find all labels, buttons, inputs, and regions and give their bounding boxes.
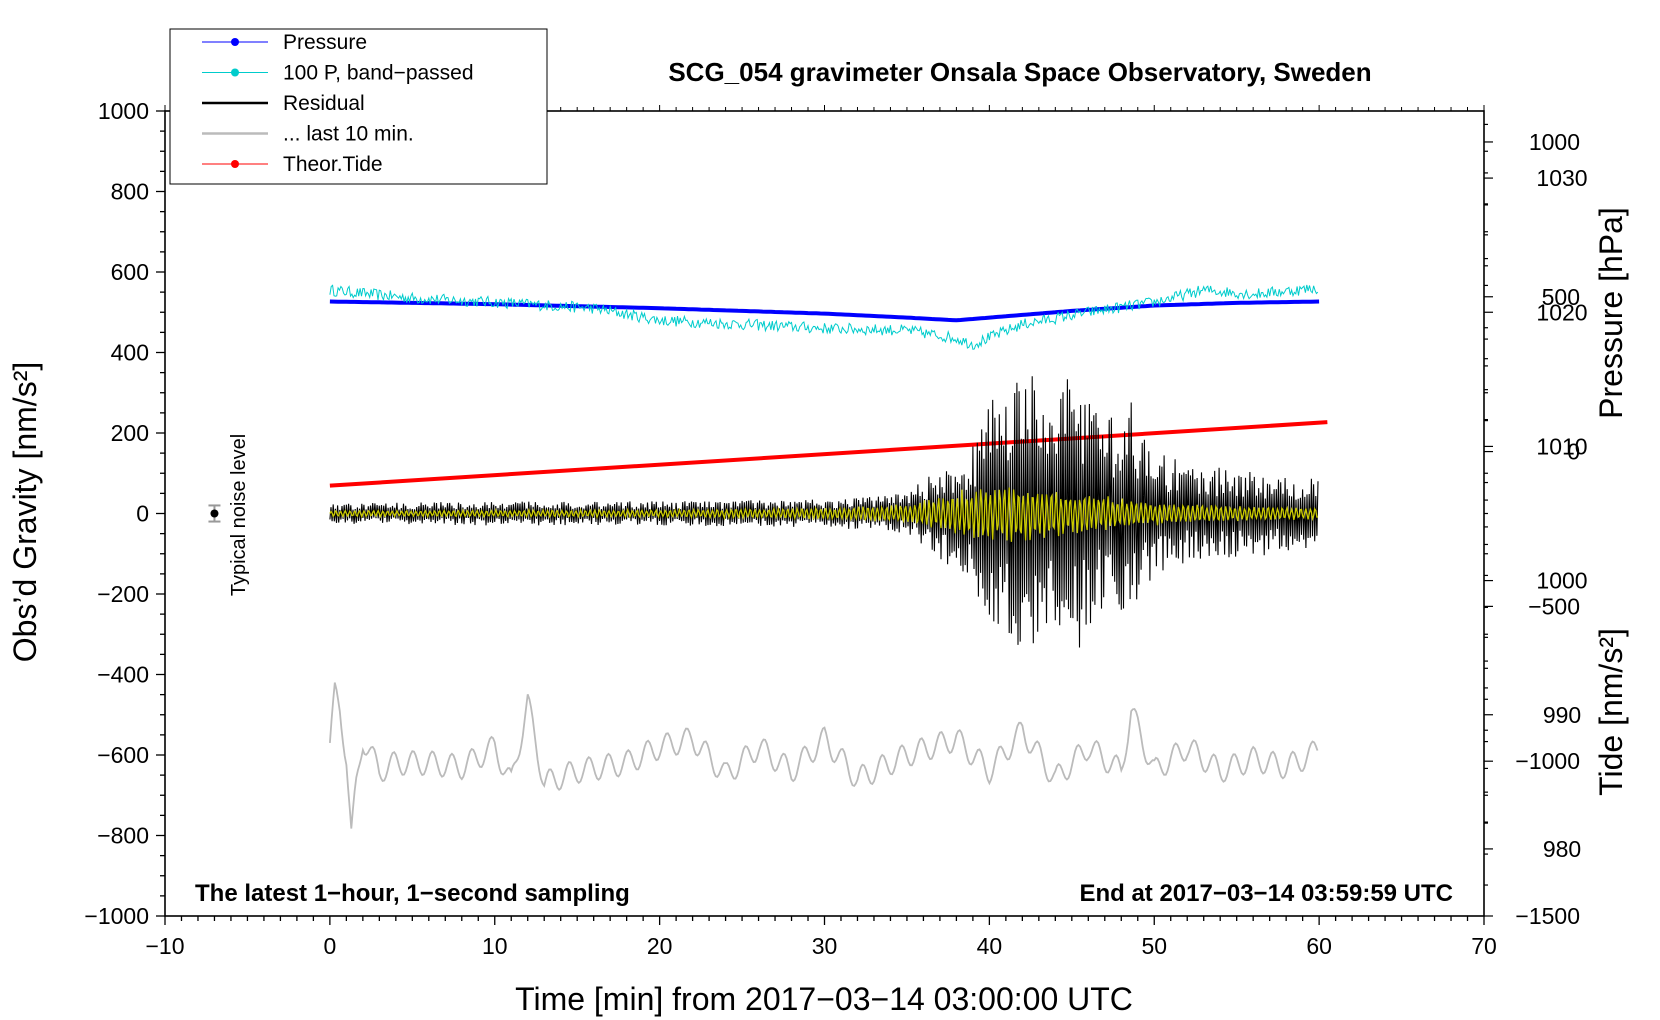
- y-left-tick-label: 0: [136, 501, 149, 527]
- x-axis-ticks: −10 0 10 20 30 40 50 60 70: [145, 933, 1496, 959]
- x-tick-label: 0: [323, 933, 336, 959]
- x-tick-label: 40: [977, 933, 1003, 959]
- legend-marker: [231, 38, 239, 46]
- legend-box: [169, 28, 548, 185]
- x-axis-label: Time [min] from 2017−03−14 03:00:00 UTC: [515, 981, 1133, 1017]
- x-tick-label: 10: [482, 933, 508, 959]
- annotation-sampling: The latest 1−hour, 1−second sampling: [195, 880, 630, 907]
- pressure-axis-ticks: 1030 1020 1010 1000 990 980: [1536, 165, 1587, 862]
- legend-label: ... last 10 min.: [283, 123, 414, 146]
- tide-tick-label: 500: [1542, 284, 1580, 310]
- series-pressure: [329, 299, 1320, 323]
- legend-label: Residual: [283, 92, 365, 115]
- x-tick-label: 60: [1306, 933, 1332, 959]
- legend-marker: [231, 160, 239, 168]
- legend-label: Pressure: [283, 31, 367, 54]
- series-band-passed: [329, 284, 1319, 350]
- y-left-tick-label: −800: [97, 823, 149, 849]
- tide-tick-label: −1000: [1515, 748, 1580, 774]
- pressure-tick-label: 990: [1543, 702, 1581, 728]
- pressure-tick-label: 980: [1543, 836, 1581, 862]
- y-left-tick-label: 200: [111, 420, 149, 446]
- x-tick-label: 20: [647, 933, 673, 959]
- y-left-tick-label: 600: [111, 259, 149, 285]
- annotation-end-time: End at 2017−03−14 03:59:59 UTC: [1079, 880, 1453, 907]
- y-left-tick-label: 400: [111, 340, 149, 366]
- y-left-tick-label: −200: [97, 581, 149, 607]
- y-left-tick-label: 1000: [98, 98, 149, 124]
- noise-label: Typical noise level: [228, 434, 250, 596]
- pressure-tick-label: 1000: [1536, 568, 1587, 594]
- y-left-tick-label: −400: [97, 662, 149, 688]
- y-left-tick-label: 800: [111, 179, 149, 205]
- tide-tick-label: 0: [1567, 439, 1580, 465]
- tide-tick-label: −1500: [1515, 903, 1580, 929]
- x-tick-label: 70: [1471, 933, 1497, 959]
- series-yellow-filtered: [329, 487, 1319, 542]
- noise-bar-dot: [210, 509, 219, 518]
- legend-label: 100 P, band−passed: [283, 62, 474, 85]
- series-layer: [329, 284, 1328, 829]
- chart-title: SCG_054 gravimeter Onsala Space Observat…: [668, 57, 1371, 87]
- tide-axis-ticks: 1000 500 0 −500 −1000 −1500: [1515, 129, 1580, 929]
- y-left-tick-label: −600: [97, 742, 149, 768]
- y-left-axis-ticks: 1000 800 600 400 200 0 −200 −400 −600 −800 −1000: [84, 98, 149, 929]
- x-tick-label: 30: [812, 933, 838, 959]
- series-theor-tide: [329, 420, 1328, 488]
- series-last-10-min: [329, 682, 1319, 829]
- pressure-axis-label: Pressure [hPa]: [1593, 207, 1629, 419]
- x-tick-label: 50: [1141, 933, 1167, 959]
- legend-label: Theor.Tide: [283, 153, 383, 176]
- noise-bar: [208, 504, 221, 523]
- pressure-tick-label: 1010: [1536, 433, 1587, 459]
- pressure-tick-label: 1030: [1536, 165, 1587, 191]
- legend-marker: [231, 68, 239, 77]
- x-tick-label: −10: [145, 933, 184, 959]
- legend: Pressure 100 P, band−passed Residual ... la…: [169, 28, 548, 185]
- y-left-tick-label: −1000: [84, 903, 149, 929]
- tide-tick-label: 1000: [1529, 129, 1580, 155]
- y-left-axis-label: Obs’d Gravity [nm/s²]: [7, 362, 43, 663]
- tide-axis-label: Tide [nm/s²]: [1593, 628, 1629, 796]
- tide-tick-label: −500: [1528, 593, 1580, 619]
- pressure-tick-label: 1020: [1536, 299, 1587, 325]
